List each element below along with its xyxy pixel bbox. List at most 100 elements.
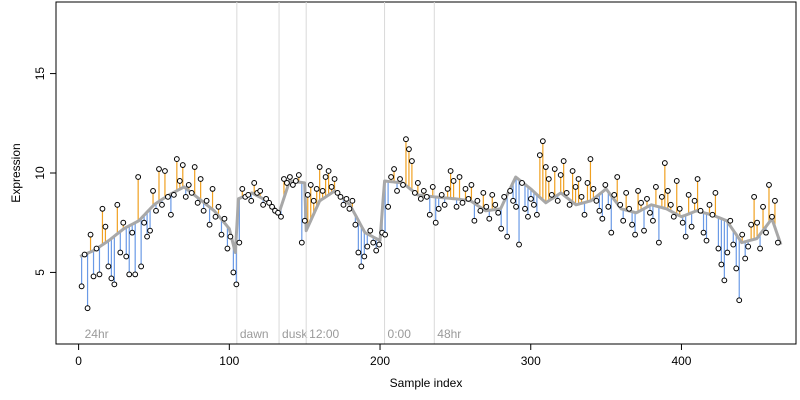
data-point [718,261,725,268]
data-point [78,283,85,290]
data-point [644,195,650,202]
data-point [206,221,213,228]
data-point [664,187,671,194]
data-point [182,193,189,200]
region-markers: 24hr dawn dusk 12:00 0:00 48hr [85,2,461,344]
x-tick-label: 0 [75,354,82,368]
y-tick-label: 10 [33,166,47,180]
data-point [331,176,338,182]
data-point [212,213,219,220]
data-point [105,263,112,270]
data-points [78,136,781,312]
data-point [349,197,356,204]
data-point [745,243,752,250]
data-point [310,197,317,204]
data-point [203,197,210,204]
data-point [679,219,686,226]
data-point [358,263,365,270]
x-tick-label: 200 [370,354,390,368]
data-point [144,233,150,240]
data-point [367,227,374,234]
data-point [441,201,448,208]
data-point [176,178,183,184]
data-point [289,182,296,188]
data-point [343,195,350,202]
data-point [245,191,252,198]
data-point [575,176,582,182]
data-point [423,193,430,200]
data-point [617,201,624,208]
data-point [385,203,392,210]
x-axis: 0 100 200 300 400 [75,343,692,368]
data-point [444,186,451,192]
data-point [757,245,763,252]
data-point [557,172,564,178]
data-point [739,231,746,238]
region-label: 12:00 [309,327,339,341]
data-point [459,199,466,206]
fit-line [79,175,783,258]
data-point [230,269,237,276]
data-point [156,166,162,172]
data-point [173,156,180,162]
y-axis: 5 10 15 [33,67,57,276]
data-point [531,201,537,208]
data-point [194,199,201,206]
data-point [102,223,109,230]
x-tick-label: 300 [521,354,541,368]
x-axis-label: Sample index [390,376,463,390]
data-point [581,211,588,218]
data-point [218,231,225,238]
data-point [409,158,415,164]
data-point [578,193,585,200]
data-point [471,217,478,224]
data-point [551,166,558,172]
data-point [655,239,662,246]
data-point [313,186,320,192]
data-point [453,203,460,210]
data-point [510,197,516,204]
data-point [188,189,195,196]
data-point [96,271,103,278]
data-point [450,178,457,184]
data-point [507,187,514,194]
data-point [620,217,627,224]
data-point [307,182,314,188]
data-point [572,184,579,190]
data-point [522,205,528,212]
data-point [635,187,641,194]
data-point [751,193,758,200]
data-point [694,176,701,182]
data-point [736,297,743,304]
data-point [647,209,653,216]
data-point [569,168,576,174]
data-point [123,253,130,260]
data-point [263,195,270,202]
data-point [566,201,573,208]
data-point [504,233,511,240]
data-point [200,207,207,214]
data-point [712,189,719,196]
data-point [709,211,716,218]
data-point [447,168,454,174]
data-point [653,184,659,190]
data-point [394,187,400,194]
data-point [542,164,549,170]
y-tick-label: 5 [33,269,47,276]
data-point [209,186,216,192]
data-point [760,203,766,210]
data-point [525,213,531,220]
data-point [685,191,692,198]
data-point [227,233,234,240]
data-point [355,249,362,256]
data-point [465,195,472,202]
data-point [364,243,371,250]
data-point [489,191,496,198]
data-point [641,227,647,234]
data-point [260,201,267,208]
data-point [417,195,424,202]
region-label: 0:00 [388,327,412,341]
data-point [284,180,290,186]
data-point [593,197,600,204]
data-point [352,221,359,228]
